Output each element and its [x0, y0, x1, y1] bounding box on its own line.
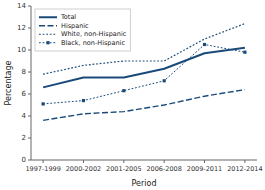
x-tick-label: 2000-2002 — [66, 165, 101, 173]
legend-swatch — [39, 34, 57, 35]
y-tick-label: 4 — [22, 112, 27, 120]
x-tick-label: 2001-2005 — [106, 165, 141, 173]
y-tick-label: 10 — [17, 46, 26, 54]
legend-label: Total — [60, 13, 76, 21]
y-tick-label: 2 — [22, 134, 26, 142]
x-axis — [31, 160, 257, 161]
x-axis-label: Period — [132, 179, 157, 188]
series-marker — [82, 99, 85, 102]
y-axis-label: Percentage — [4, 60, 13, 105]
series-marker — [42, 102, 45, 105]
series-marker — [243, 51, 246, 54]
y-axis — [31, 6, 32, 160]
y-tick-label: 6 — [22, 90, 27, 98]
x-tick-label: 1997-1999 — [25, 165, 60, 173]
series-marker — [122, 89, 125, 92]
plot-marks — [42, 24, 247, 121]
y-tick-label: 8 — [22, 68, 26, 76]
legend-label: Black, non-Hispanic — [61, 39, 125, 47]
y-tick-label: 14 — [17, 2, 26, 10]
x-tick-label: 2006-2008 — [146, 165, 181, 173]
series-marker — [203, 43, 206, 46]
x-tick-label: 2012-2014 — [227, 165, 262, 173]
legend-marker — [46, 41, 49, 44]
chart: 0 2 4 6 8 10 12 14 1997-1999 2000-2002 2001-2005 20… — [0, 0, 265, 190]
y-tick-label: 0 — [22, 156, 26, 164]
legend-box — [35, 9, 130, 51]
series-marker — [163, 79, 166, 82]
legend-label: White, non-Hispanic — [61, 30, 127, 38]
series-line — [43, 48, 245, 88]
x-tick-label: 2009-2011 — [187, 165, 222, 173]
legend-label: Hispanic — [61, 22, 89, 30]
series-line — [43, 45, 245, 104]
legend: TotalHispanicWhite, non-HispanicBlack, n… — [35, 9, 130, 51]
legend-swatch — [39, 25, 57, 26]
series-line — [43, 90, 245, 121]
y-tick-label: 12 — [17, 24, 26, 32]
legend-swatch — [39, 16, 57, 18]
